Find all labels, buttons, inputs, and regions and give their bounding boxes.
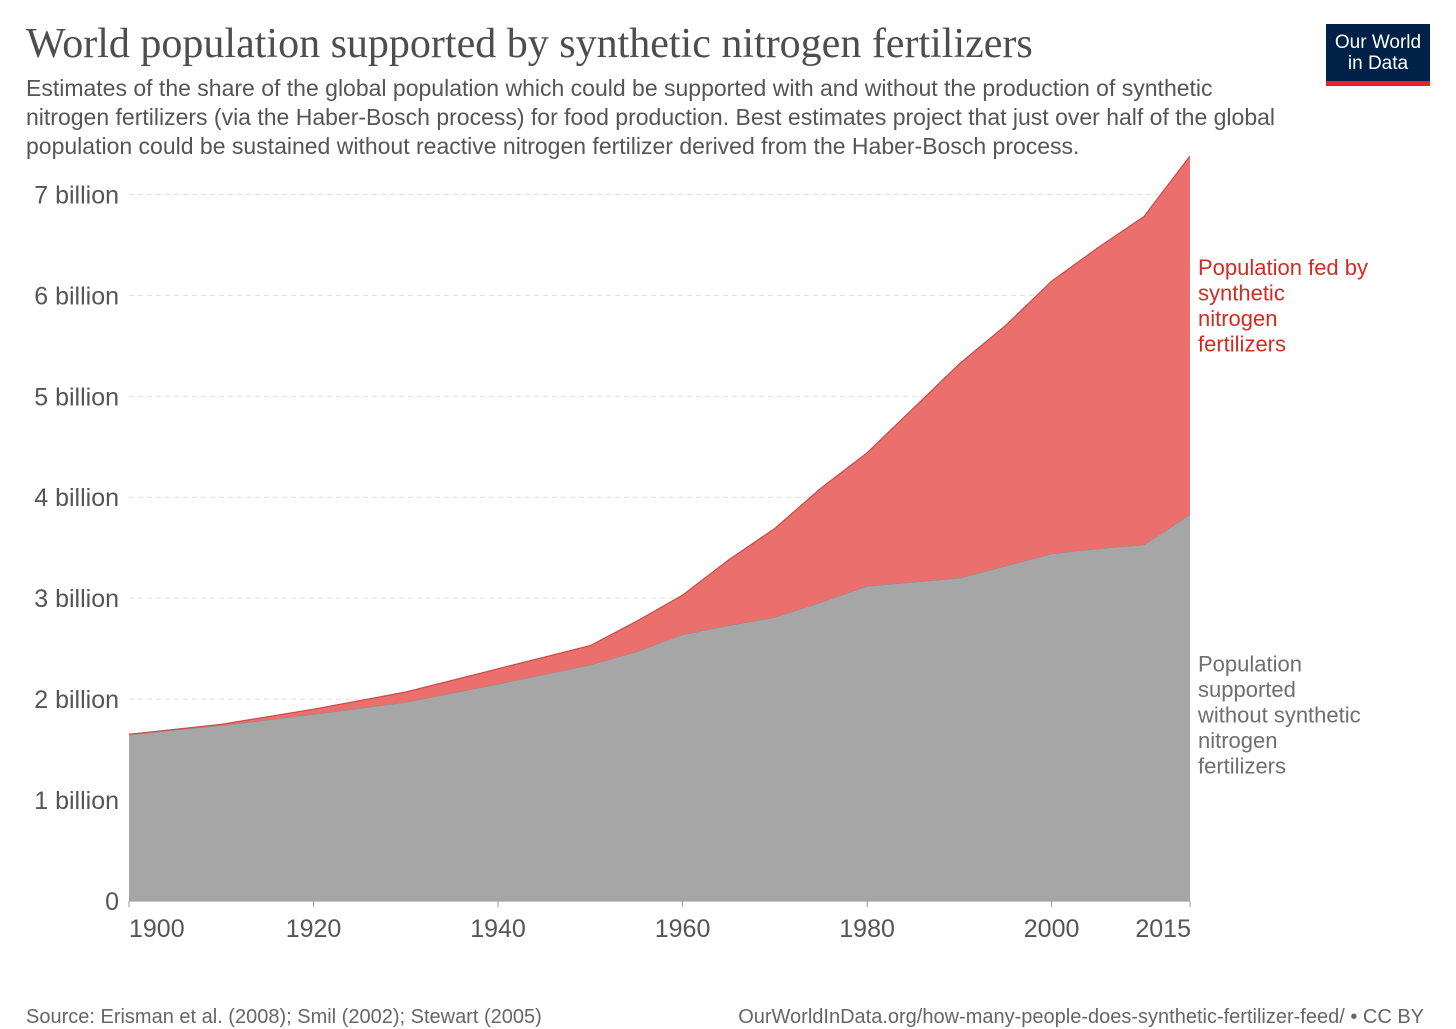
axes: 0 1 billion 2 billion 3 billion 4 billion 5 b… xyxy=(34,181,1191,943)
y-tick-label-1: 1 billion xyxy=(34,787,119,815)
series-label-0-line-3: nitrogen xyxy=(1198,728,1278,753)
x-tick-label-1940: 1940 xyxy=(470,915,526,943)
chart-subtitle: Estimates of the share of the global pop… xyxy=(26,75,1276,159)
stacked-areas xyxy=(128,155,1191,901)
x-tick-label-1980: 1980 xyxy=(839,915,895,943)
chart-title: World population supported by synthetic … xyxy=(26,21,1033,67)
y-tick-label-6: 6 billion xyxy=(34,282,119,310)
y-tick-label-0: 0 xyxy=(105,888,119,916)
x-tick-label-2000: 2000 xyxy=(1024,915,1080,943)
area-series-0 xyxy=(129,514,1190,901)
y-tick-label-3: 3 billion xyxy=(34,585,119,613)
y-tick-label-5: 5 billion xyxy=(34,383,119,411)
logo-line-1: Our World xyxy=(1334,32,1422,53)
x-tick-label-1900: 1900 xyxy=(129,915,185,943)
logo-line-2: in Data xyxy=(1347,53,1409,74)
series-label-0-line-1: supported xyxy=(1198,677,1296,702)
series-label-0-line-2: without synthetic xyxy=(1197,702,1361,727)
y-tick-label-4: 4 billion xyxy=(34,484,119,512)
source-url[interactable]: OurWorldInData.org/how-many-people-does-… xyxy=(738,1006,1424,1028)
series-label-1-line-1: synthetic xyxy=(1198,281,1285,306)
x-tick-label-2015: 2015 xyxy=(1135,915,1191,943)
area-edge-series-1 xyxy=(128,155,1191,735)
series-label-1-line-3: fertilizers xyxy=(1198,332,1286,357)
x-tick-label-1960: 1960 xyxy=(655,915,711,943)
owid-logo[interactable]: Our World in Data xyxy=(1326,24,1430,86)
series-label-0-line-4: fertilizers xyxy=(1198,753,1286,778)
x-tick-label-1920: 1920 xyxy=(286,915,342,943)
area-series-1 xyxy=(129,156,1190,735)
series-label-0-line-0: Population xyxy=(1198,651,1302,676)
series-label-1-line-0: Population fed by xyxy=(1198,255,1368,280)
series-label-1-line-2: nitrogen xyxy=(1198,306,1278,331)
y-tick-label-2: 2 billion xyxy=(34,686,119,714)
logo-accent-bar xyxy=(1326,81,1430,86)
source-note: Source: Erisman et al. (2008); Smil (200… xyxy=(26,1006,542,1028)
y-tick-label-7: 7 billion xyxy=(34,181,119,209)
